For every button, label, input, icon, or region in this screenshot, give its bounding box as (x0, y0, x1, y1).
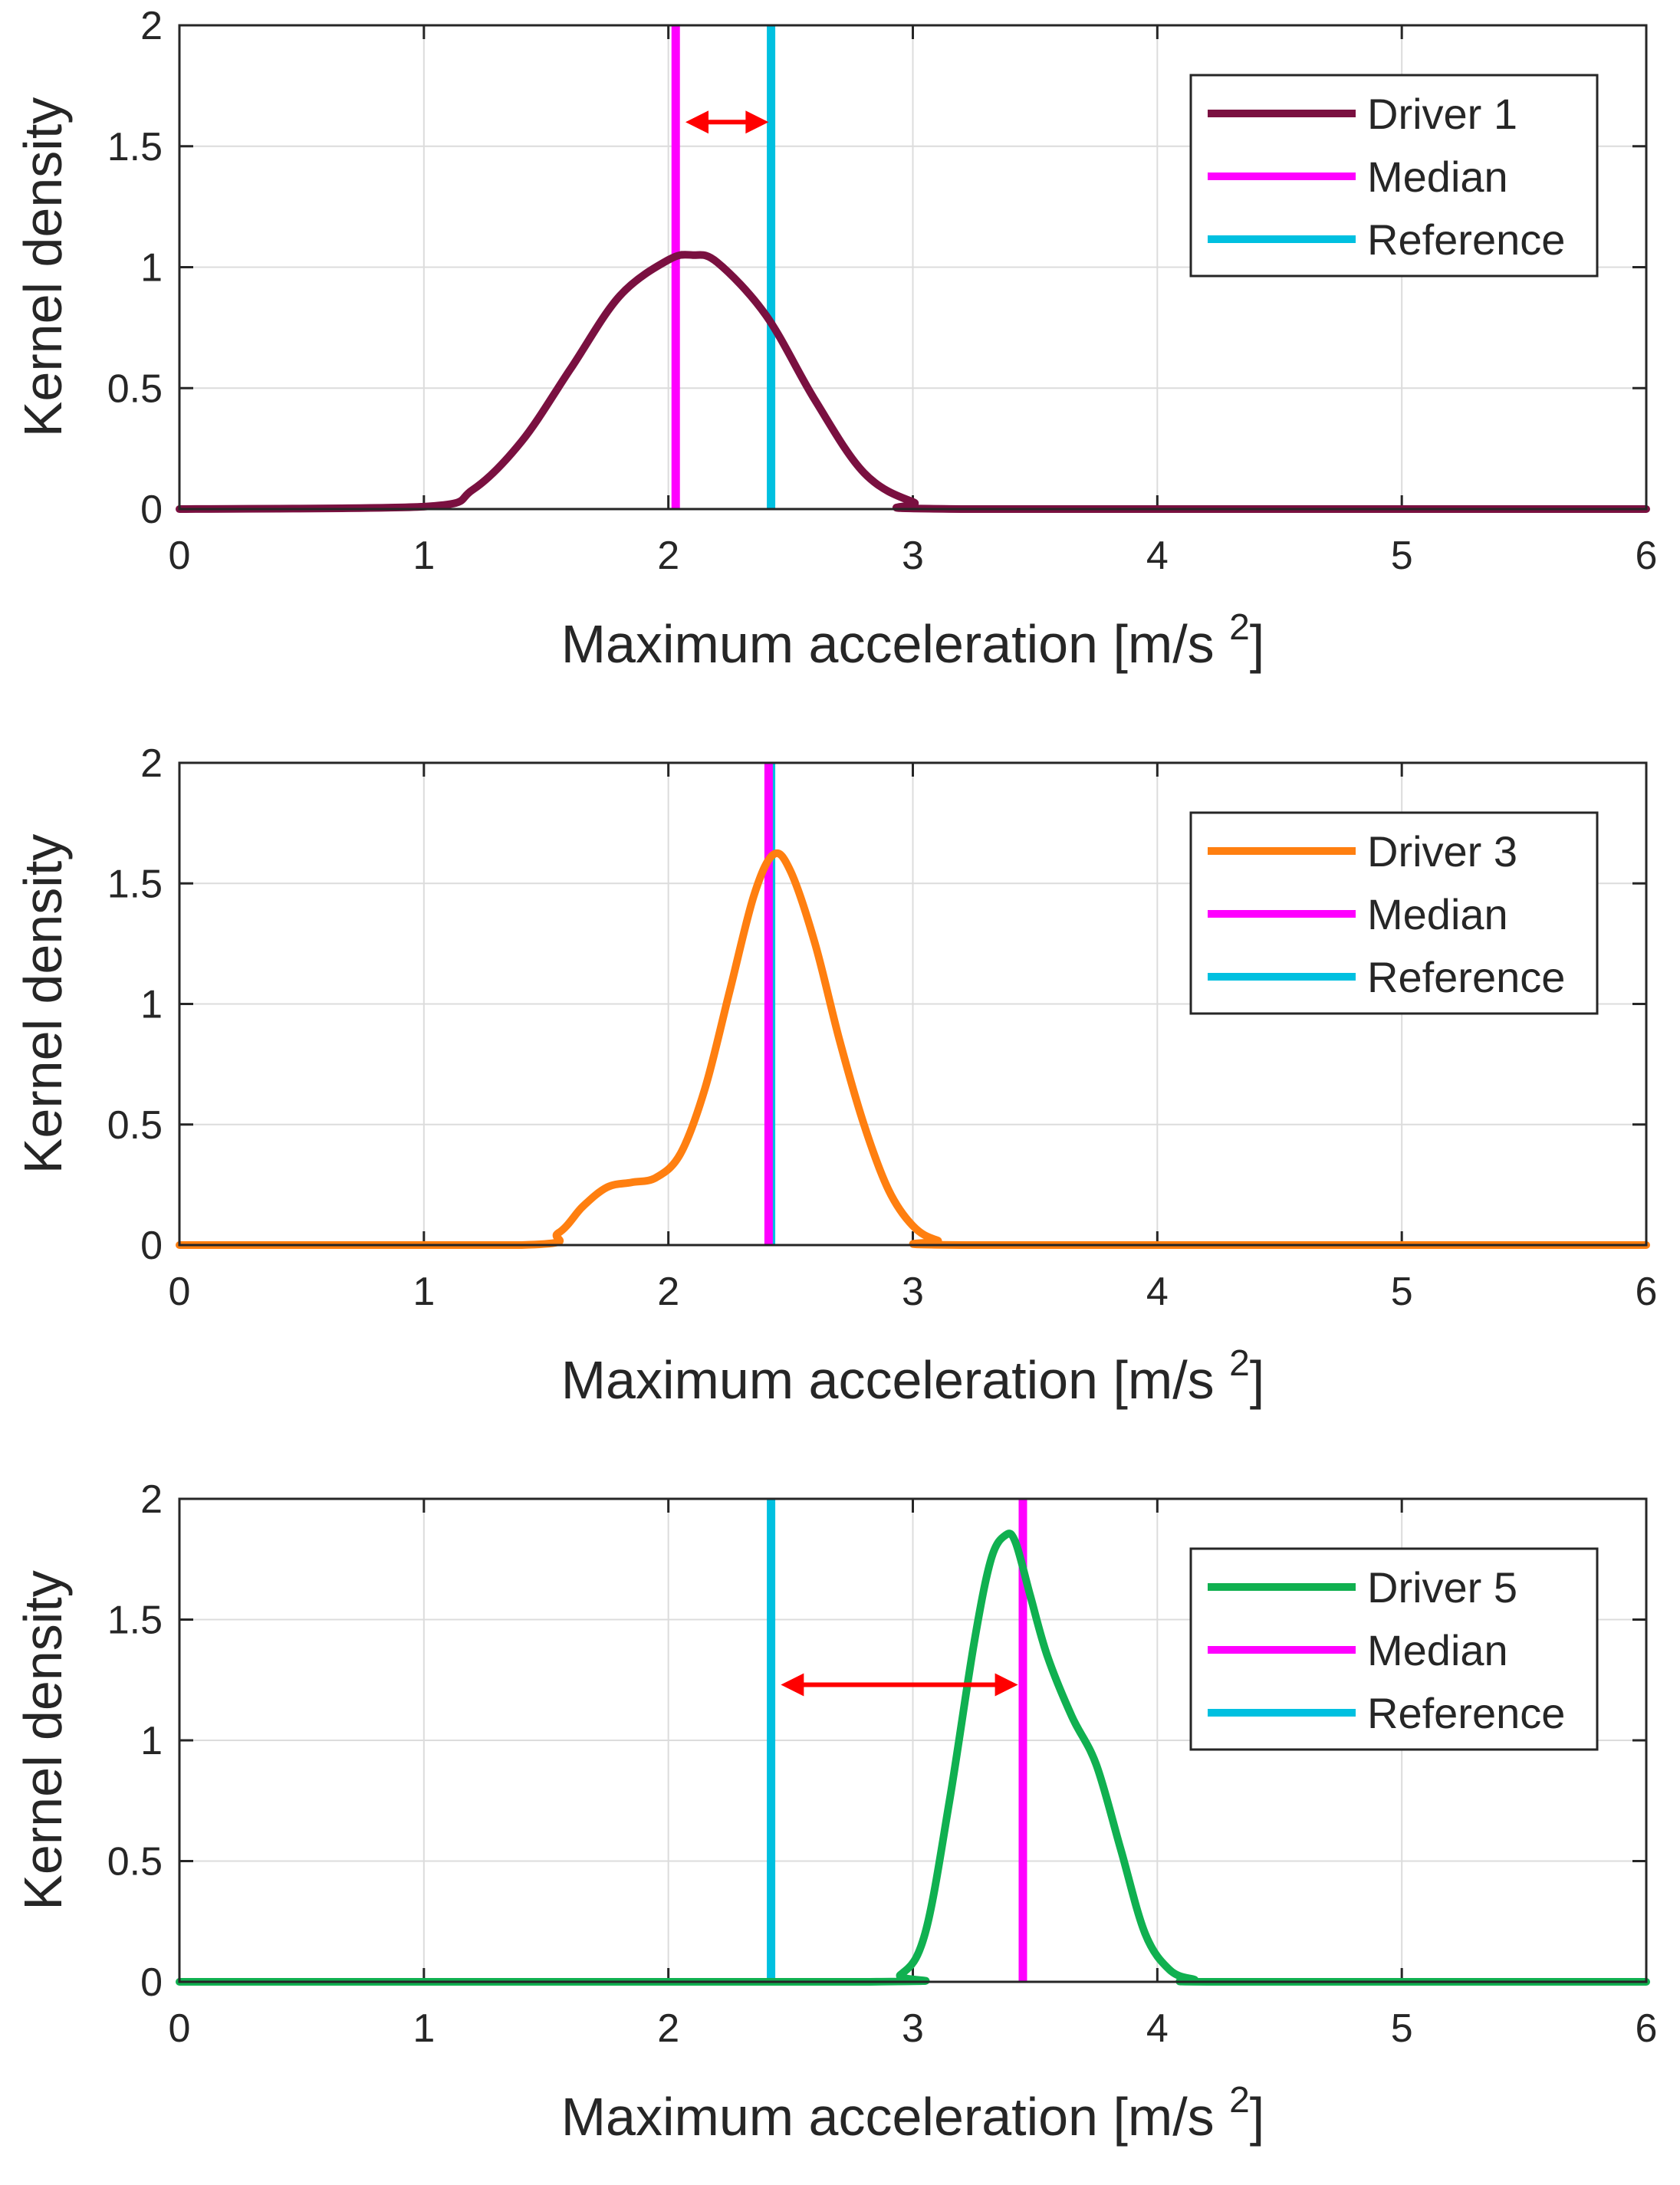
legend-label-median: Median (1367, 1626, 1508, 1674)
x-axis-label-main: Maximum acceleration [m/s (561, 1350, 1229, 1410)
chart-panel-1: 0 1 2 3 4 5 6 0 0.5 1 1.5 2 Driver 1 Median Reference M… (13, 4, 1657, 674)
x-tick-label: 3 (902, 534, 924, 578)
legend-label-median: Median (1367, 153, 1508, 201)
x-tick-label: 1 (413, 2006, 435, 2051)
y-tick-label: 2 (140, 741, 163, 786)
legend-label-series: Driver 1 (1367, 90, 1517, 138)
x-tick-label: 2 (657, 534, 679, 578)
legend-label-reference: Reference (1367, 953, 1565, 1001)
y-tick-label: 0 (140, 1960, 163, 2005)
difference-arrow-head-left (781, 1673, 804, 1697)
y-axis-label: Kernel density (13, 834, 73, 1175)
x-tick-label: 3 (902, 2006, 924, 2051)
difference-arrow-head-left (685, 110, 708, 134)
y-tick-label: 1 (140, 1719, 163, 1763)
x-tick-label: 2 (657, 1270, 679, 1314)
difference-arrow-head-right (995, 1673, 1018, 1697)
y-tick-label: 0.5 (107, 1840, 163, 1884)
y-tick-label: 0 (140, 488, 163, 532)
legend: Driver 1 Median Reference (1189, 74, 1599, 278)
x-tick-label: 0 (169, 1270, 191, 1314)
x-axis-label-end: ] (1250, 1350, 1264, 1410)
x-tick-label: 2 (657, 2006, 679, 2051)
legend-label-series: Driver 3 (1367, 827, 1517, 876)
y-axis-label: Kernel density (13, 1570, 73, 1911)
x-axis-label-end: ] (1250, 614, 1264, 674)
legend-label-median: Median (1367, 890, 1508, 938)
x-tick-label: 1 (413, 534, 435, 578)
axes-frame (178, 761, 1648, 1247)
x-tick-label: 3 (902, 1270, 924, 1314)
y-tick-label: 0 (140, 1224, 163, 1268)
x-tick-label: 5 (1391, 1270, 1413, 1314)
x-tick-label: 5 (1391, 2006, 1413, 2051)
y-tick-label: 1.5 (107, 1598, 163, 1643)
x-axis-label-end: ] (1250, 2087, 1264, 2147)
x-axis-label: Maximum acceleration [m/s 2] (561, 2080, 1265, 2147)
legend: Driver 3 Median Reference (1189, 811, 1599, 1015)
x-tick-label: 5 (1391, 534, 1413, 578)
x-axis-label: Maximum acceleration [m/s 2] (561, 1343, 1265, 1410)
x-axis-label-main: Maximum acceleration [m/s (561, 2087, 1229, 2147)
legend-label-reference: Reference (1367, 1689, 1565, 1737)
axes-frame (178, 1497, 1648, 1983)
y-tick-label: 1 (140, 246, 163, 291)
y-tick-label: 0.5 (107, 1103, 163, 1148)
legend-label-series: Driver 5 (1367, 1563, 1517, 1612)
x-tick-label: 6 (1636, 534, 1658, 578)
x-tick-label: 6 (1636, 1270, 1658, 1314)
x-tick-label: 0 (169, 2006, 191, 2051)
density-curve-driver-3 (176, 849, 1650, 1250)
y-tick-label: 2 (140, 4, 163, 48)
x-axis-label-main: Maximum acceleration [m/s (561, 614, 1229, 674)
x-tick-label: 4 (1146, 534, 1169, 578)
x-tick-label: 6 (1636, 2006, 1658, 2051)
chart-panel-3: 0 1 2 3 4 5 6 0 0.5 1 1.5 2 Driver 5 Median Reference M… (13, 1477, 1657, 2147)
x-axis-label-superscript: 2 (1229, 2080, 1250, 2121)
y-tick-label: 0.5 (107, 366, 163, 411)
legend-label-reference: Reference (1367, 215, 1565, 264)
y-axis-label: Kernel density (13, 97, 73, 438)
y-tick-label: 1.5 (107, 862, 163, 906)
x-tick-label: 4 (1146, 1270, 1169, 1314)
legend: Driver 5 Median Reference (1189, 1547, 1599, 1751)
x-tick-label: 1 (413, 1270, 435, 1314)
y-tick-label: 2 (140, 1477, 163, 1522)
x-axis-label: Maximum acceleration [m/s 2] (561, 607, 1265, 674)
x-axis-label-superscript: 2 (1229, 1343, 1250, 1384)
x-tick-label: 0 (169, 534, 191, 578)
density-curve-driver-5 (176, 1530, 1650, 1986)
y-tick-label: 1 (140, 983, 163, 1027)
y-tick-label: 1.5 (107, 125, 163, 169)
axes-frame (178, 24, 1648, 511)
difference-arrow-head-right (745, 110, 769, 134)
chart-panel-2: 0 1 2 3 4 5 6 0 0.5 1 1.5 2 Driver 3 Median Reference M… (13, 741, 1657, 1410)
x-tick-label: 4 (1146, 2006, 1169, 2051)
x-axis-label-superscript: 2 (1229, 607, 1250, 648)
